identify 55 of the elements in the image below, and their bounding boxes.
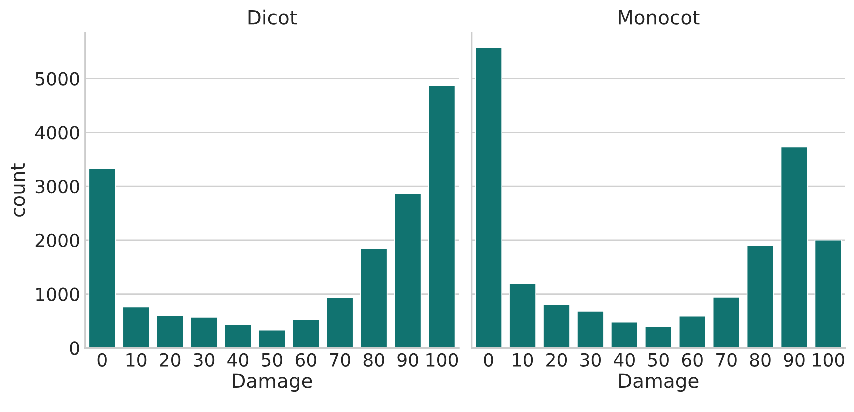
x-tick-label: 80 — [364, 353, 384, 367]
y-tick-label: 5000 — [36, 72, 80, 86]
x-tick-label: 20 — [160, 353, 181, 367]
bar — [428, 85, 456, 348]
x-tick-label: 50 — [262, 353, 282, 367]
bar — [190, 317, 218, 348]
x-tick-label: 70 — [330, 353, 350, 367]
bar — [475, 48, 502, 348]
chart-title: Dicot — [248, 10, 298, 25]
bar — [678, 316, 706, 348]
x-tick-label: 60 — [296, 353, 316, 367]
bar — [326, 298, 354, 348]
x-tick-label: 10 — [513, 353, 534, 367]
bar — [88, 168, 116, 348]
y-tick-label: 2000 — [36, 234, 80, 248]
x-tick-label: 50 — [648, 353, 669, 367]
bar — [543, 304, 570, 348]
x-tick-label: 100 — [813, 353, 845, 367]
bar — [394, 194, 422, 348]
bar — [156, 315, 184, 348]
x-tick-label: 10 — [126, 353, 147, 367]
x-tick-label: 70 — [716, 353, 737, 367]
y-tick-label: 4000 — [35, 126, 80, 140]
bar — [122, 306, 150, 348]
bar — [360, 248, 388, 348]
y-axis-title: count — [11, 164, 26, 217]
x-tick-label: 90 — [398, 353, 418, 367]
y-tick-label: 3000 — [36, 180, 80, 194]
chart-title: Monocot — [619, 10, 700, 25]
x-tick-label: 20 — [546, 353, 568, 367]
bar — [712, 297, 740, 348]
bar — [258, 330, 286, 348]
bar — [292, 320, 320, 348]
x-axis-title: Damage — [233, 374, 312, 392]
bar — [577, 311, 604, 348]
y-tick-label: 1000 — [36, 288, 80, 302]
x-tick-label: 80 — [750, 353, 771, 367]
x-tick-label: 40 — [614, 353, 635, 367]
x-tick-label: 0 — [484, 353, 494, 367]
x-tick-label: 100 — [426, 353, 458, 367]
x-tick-label: 60 — [682, 353, 703, 367]
bar — [814, 240, 842, 348]
bar — [224, 324, 252, 348]
x-tick-label: 90 — [784, 353, 805, 367]
bar — [780, 146, 808, 348]
y-tick-label: 0 — [70, 342, 80, 356]
x-tick-label: 0 — [98, 353, 107, 367]
bar — [644, 326, 672, 348]
bar — [746, 245, 774, 348]
bar — [509, 284, 536, 348]
x-tick-label: 40 — [228, 353, 249, 367]
x-axis-title: Damage — [620, 374, 699, 392]
x-tick-label: 30 — [194, 353, 215, 367]
x-tick-label: 30 — [580, 353, 602, 367]
bar — [611, 322, 638, 348]
